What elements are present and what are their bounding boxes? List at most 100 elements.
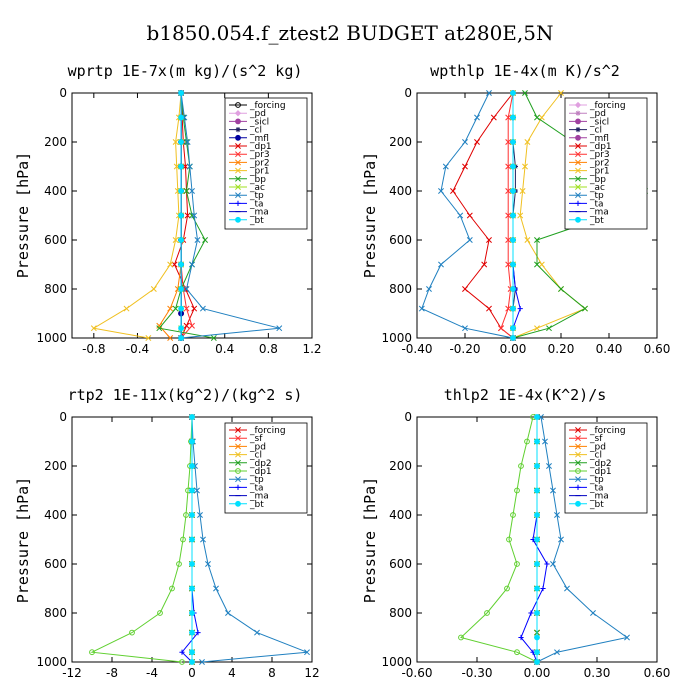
data-point	[554, 649, 560, 656]
legend-label: _bt	[249, 500, 264, 510]
data-point	[178, 188, 184, 194]
legend-label: _bt	[589, 216, 604, 226]
data-point	[178, 305, 184, 312]
data-point	[189, 414, 195, 420]
legend-label: _dp1	[249, 467, 272, 477]
y-tick-label: 200	[44, 135, 67, 149]
data-point	[178, 139, 184, 145]
series_ta	[518, 414, 550, 665]
x-tick-label: 0.4	[215, 342, 234, 356]
data-point	[510, 212, 516, 219]
y-tick-label: 0	[59, 86, 67, 100]
data-point	[189, 438, 195, 445]
data-point	[474, 114, 480, 121]
legend-label: _ac	[249, 183, 265, 193]
legend-label: _dp1	[249, 142, 272, 152]
data-point	[205, 561, 211, 567]
y-tick-label: 800	[389, 606, 412, 620]
legend-marker	[575, 175, 581, 182]
legend-label: _ma	[249, 492, 269, 502]
data-point	[172, 237, 179, 243]
legend-label: _pd	[249, 109, 266, 119]
legend-marker	[235, 127, 241, 133]
legend-label: _cl	[249, 126, 262, 136]
x-tick-label: 0.0	[172, 342, 191, 356]
data-point	[189, 629, 195, 636]
data-point	[156, 325, 163, 332]
x-tick-label: -0.60	[401, 666, 432, 680]
legend-label: _sf	[249, 434, 263, 444]
series_bp	[156, 90, 217, 341]
legend-label: _forcing	[249, 101, 286, 111]
data-point	[254, 629, 260, 636]
legend-label: _tp	[589, 191, 604, 201]
data-point	[176, 561, 182, 567]
data-point	[183, 512, 189, 518]
data-point	[189, 610, 195, 616]
data-point	[178, 163, 184, 170]
data-point	[518, 634, 524, 641]
data-point	[534, 561, 540, 567]
data-point	[481, 261, 488, 268]
legend-label: _sf	[589, 434, 603, 444]
data-point	[534, 438, 540, 445]
series_dp1	[458, 414, 540, 665]
legend-marker	[235, 134, 241, 141]
y-axis-label: Pressure [hPa]	[14, 477, 32, 603]
data-point	[462, 325, 468, 332]
legend-marker	[575, 427, 581, 433]
data-point	[505, 163, 512, 170]
data-point	[189, 261, 195, 268]
legend-marker	[234, 110, 242, 117]
legend-label: _mfl	[249, 134, 269, 144]
x-tick-label: -0.8	[82, 342, 105, 356]
data-point	[189, 512, 195, 518]
data-point	[178, 286, 184, 292]
legend-label: _forcing	[249, 426, 286, 436]
data-point	[462, 286, 468, 292]
y-tick-label: 1000	[381, 331, 412, 345]
x-tick-label: 0.40	[596, 342, 623, 356]
x-tick-label: 4	[228, 666, 236, 680]
data-point	[171, 261, 178, 268]
data-point	[178, 114, 184, 121]
data-point	[534, 634, 540, 641]
legend-label: _cl	[589, 126, 602, 136]
legend-label: _pr2	[589, 158, 610, 168]
legend-label: _tp	[249, 191, 264, 201]
data-point	[510, 512, 516, 518]
legend-marker	[235, 192, 241, 199]
legend-marker	[575, 500, 581, 507]
legend-label: _pd	[589, 442, 606, 452]
data-point	[183, 188, 190, 194]
data-point	[189, 649, 195, 656]
y-tick-label: 600	[389, 557, 412, 571]
legend-marker	[575, 443, 581, 450]
y-tick-label: 1000	[381, 655, 412, 669]
x-tick-label: 8	[268, 666, 276, 680]
data-point	[178, 90, 184, 96]
legend-marker	[575, 484, 581, 490]
data-point	[157, 610, 163, 616]
panel-thlp2: thlp2 1E-4x(K^2)/s Pressure [hPa] -0.60 -…	[361, 386, 670, 680]
panel-title: wprtp 1E-7x(m kg)/(s^2 kg)	[68, 62, 303, 80]
series_tp	[418, 90, 516, 341]
data-point	[554, 512, 560, 518]
legend-label: _dp2	[249, 459, 272, 469]
data-point	[534, 585, 540, 592]
data-point	[276, 325, 283, 332]
data-point	[184, 212, 191, 219]
legend-label: _pr3	[249, 150, 270, 160]
legend-label: _ta	[589, 199, 604, 209]
series_bt	[510, 90, 516, 341]
legend-label: _cl	[249, 451, 262, 461]
data-point	[167, 261, 174, 268]
y-tick-label: 600	[44, 557, 67, 571]
y-tick-label: 200	[389, 459, 412, 473]
data-point	[510, 188, 516, 194]
legend-label: _forcing	[589, 101, 626, 111]
data-point	[498, 325, 504, 332]
data-point	[534, 325, 540, 332]
y-tick-label: 800	[44, 606, 67, 620]
